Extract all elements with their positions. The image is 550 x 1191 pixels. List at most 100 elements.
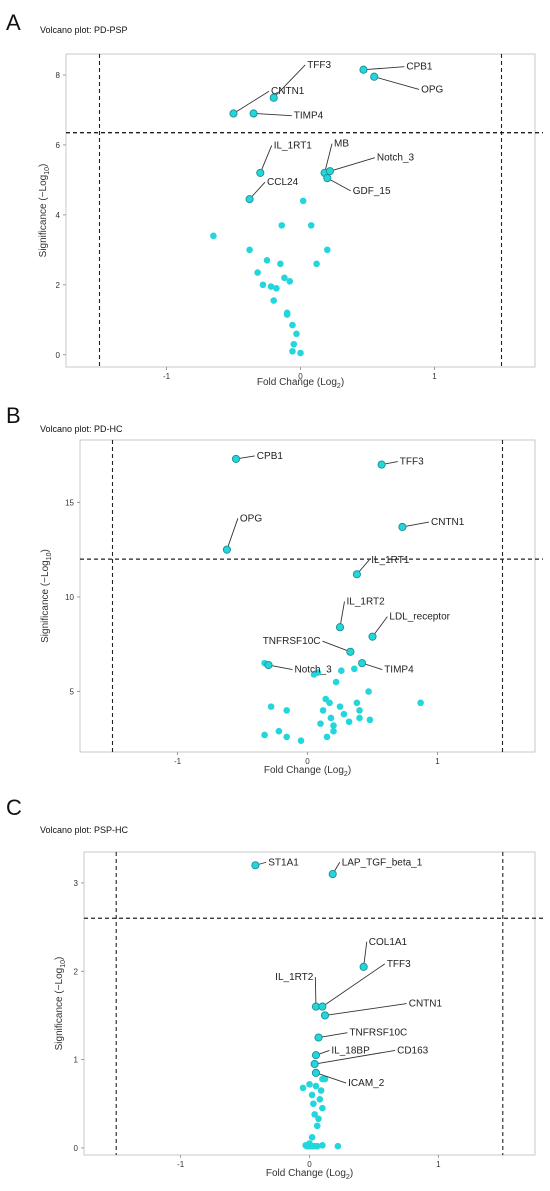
chart-title: Volcano plot: PD-HC <box>40 424 123 434</box>
gene-label: CD163 <box>397 1045 429 1056</box>
data-point <box>267 283 275 290</box>
label-leader-line <box>318 1032 348 1038</box>
data-point <box>322 695 330 703</box>
data-point <box>345 718 353 726</box>
data-point <box>312 1082 320 1090</box>
x-tick-label: -1 <box>174 757 182 766</box>
data-point <box>340 710 348 718</box>
y-tick-label: 0 <box>74 1144 79 1153</box>
gene-label: LDL_receptor <box>389 612 450 623</box>
y-tick-label: 4 <box>56 211 61 220</box>
data-point <box>321 1075 329 1083</box>
y-axis-label-subscript: 10 <box>46 552 53 560</box>
label-leader-line <box>259 145 273 174</box>
gene-label: IL_18BP <box>331 1045 370 1056</box>
volcano-panel-a: A Volcano plot: PD-PSP -1 0 1 0 2 4 6 8 Fold Chang… <box>0 0 550 395</box>
y-axis-label-suffix: ) <box>54 957 65 960</box>
data-point <box>417 699 424 707</box>
labeled-data-point <box>325 167 335 176</box>
y-tick-label: 2 <box>56 281 61 290</box>
gene-label: CCL24 <box>267 177 299 188</box>
labeled-data-point <box>377 460 386 469</box>
x-axis-label: Fold Change (Log2) <box>264 765 351 778</box>
data-point <box>315 1115 322 1123</box>
data-point <box>310 671 318 678</box>
gene-label: Notch_3 <box>295 665 333 676</box>
y-axis-label: Significance (−Log10) <box>40 549 53 643</box>
data-point <box>289 347 296 355</box>
data-point <box>366 716 374 724</box>
plot-frame <box>83 851 536 1156</box>
labeled-data-point <box>368 632 377 641</box>
data-point <box>277 260 284 268</box>
labeled-data-point <box>314 1033 323 1042</box>
gene-label: IL_1RT1 <box>371 555 410 566</box>
labeled-data-point <box>222 545 231 554</box>
data-point <box>299 1084 307 1092</box>
label-leader-line <box>372 616 388 637</box>
x-tick-label: -1 <box>163 372 171 381</box>
x-tick-label: 1 <box>432 372 437 381</box>
data-point <box>353 699 361 707</box>
data-point <box>313 260 320 268</box>
data-point <box>356 707 363 714</box>
labeled-data-point <box>318 1002 327 1011</box>
labeled-data-point <box>310 1059 319 1069</box>
data-point <box>297 349 304 357</box>
data-point <box>290 340 298 348</box>
labeled-data-point <box>359 962 368 971</box>
x-axis-label-subscript: 2 <box>337 383 341 390</box>
data-point <box>283 733 291 741</box>
label-leader-line <box>329 157 376 172</box>
gene-label: IL_1RT2 <box>275 972 314 983</box>
data-point <box>273 285 280 292</box>
data-point <box>365 688 372 695</box>
x-axis-label-suffix: ) <box>350 1168 353 1179</box>
label-leader-line <box>324 1003 407 1016</box>
panel-letter: A <box>6 10 21 35</box>
x-axis-label-suffix: ) <box>341 377 344 388</box>
data-point <box>330 722 337 729</box>
label-leader-line <box>339 601 345 628</box>
x-tick-label: 0 <box>307 1160 312 1169</box>
gene-label: OPG <box>421 84 443 95</box>
data-point <box>306 1081 313 1088</box>
data-point <box>275 727 283 735</box>
y-tick-label: 6 <box>56 141 61 150</box>
gene-label: CPB1 <box>257 451 284 462</box>
labeled-data-point <box>359 65 368 74</box>
y-tick-label: 15 <box>65 498 74 507</box>
y-tick-label: 2 <box>74 967 79 976</box>
y-tick-label: 8 <box>56 71 61 80</box>
labeled-data-point <box>311 1068 320 1077</box>
y-tick-label: 3 <box>74 879 79 888</box>
data-point <box>283 309 291 317</box>
gene-label: MB <box>334 139 349 150</box>
label-leader-line <box>324 143 333 174</box>
x-axis-label: Fold Change (Log2) <box>257 377 344 390</box>
data-point <box>299 197 307 205</box>
y-axis-label-suffix: ) <box>40 549 51 552</box>
gene-label: TIMP4 <box>384 665 414 676</box>
y-axis-label-subscript: 10 <box>60 960 67 968</box>
data-point <box>319 1141 326 1149</box>
labeled-data-point <box>323 174 332 183</box>
gene-label: TFF3 <box>307 60 331 71</box>
gene-label: OPG <box>240 513 262 524</box>
data-point <box>308 1091 316 1099</box>
data-point <box>323 733 331 741</box>
label-leader-line <box>363 941 368 967</box>
labeled-data-point <box>269 93 278 102</box>
labeled-data-point <box>320 1011 330 1020</box>
data-point <box>259 281 267 289</box>
data-point <box>210 232 217 240</box>
gene-label: CNTN1 <box>431 517 465 528</box>
label-leader-line <box>268 664 293 671</box>
label-leader-line <box>253 113 292 117</box>
labeled-data-point <box>229 109 238 118</box>
gene-label: TIMP4 <box>294 111 324 122</box>
data-point <box>334 1142 342 1150</box>
label-leader-line <box>322 640 351 653</box>
